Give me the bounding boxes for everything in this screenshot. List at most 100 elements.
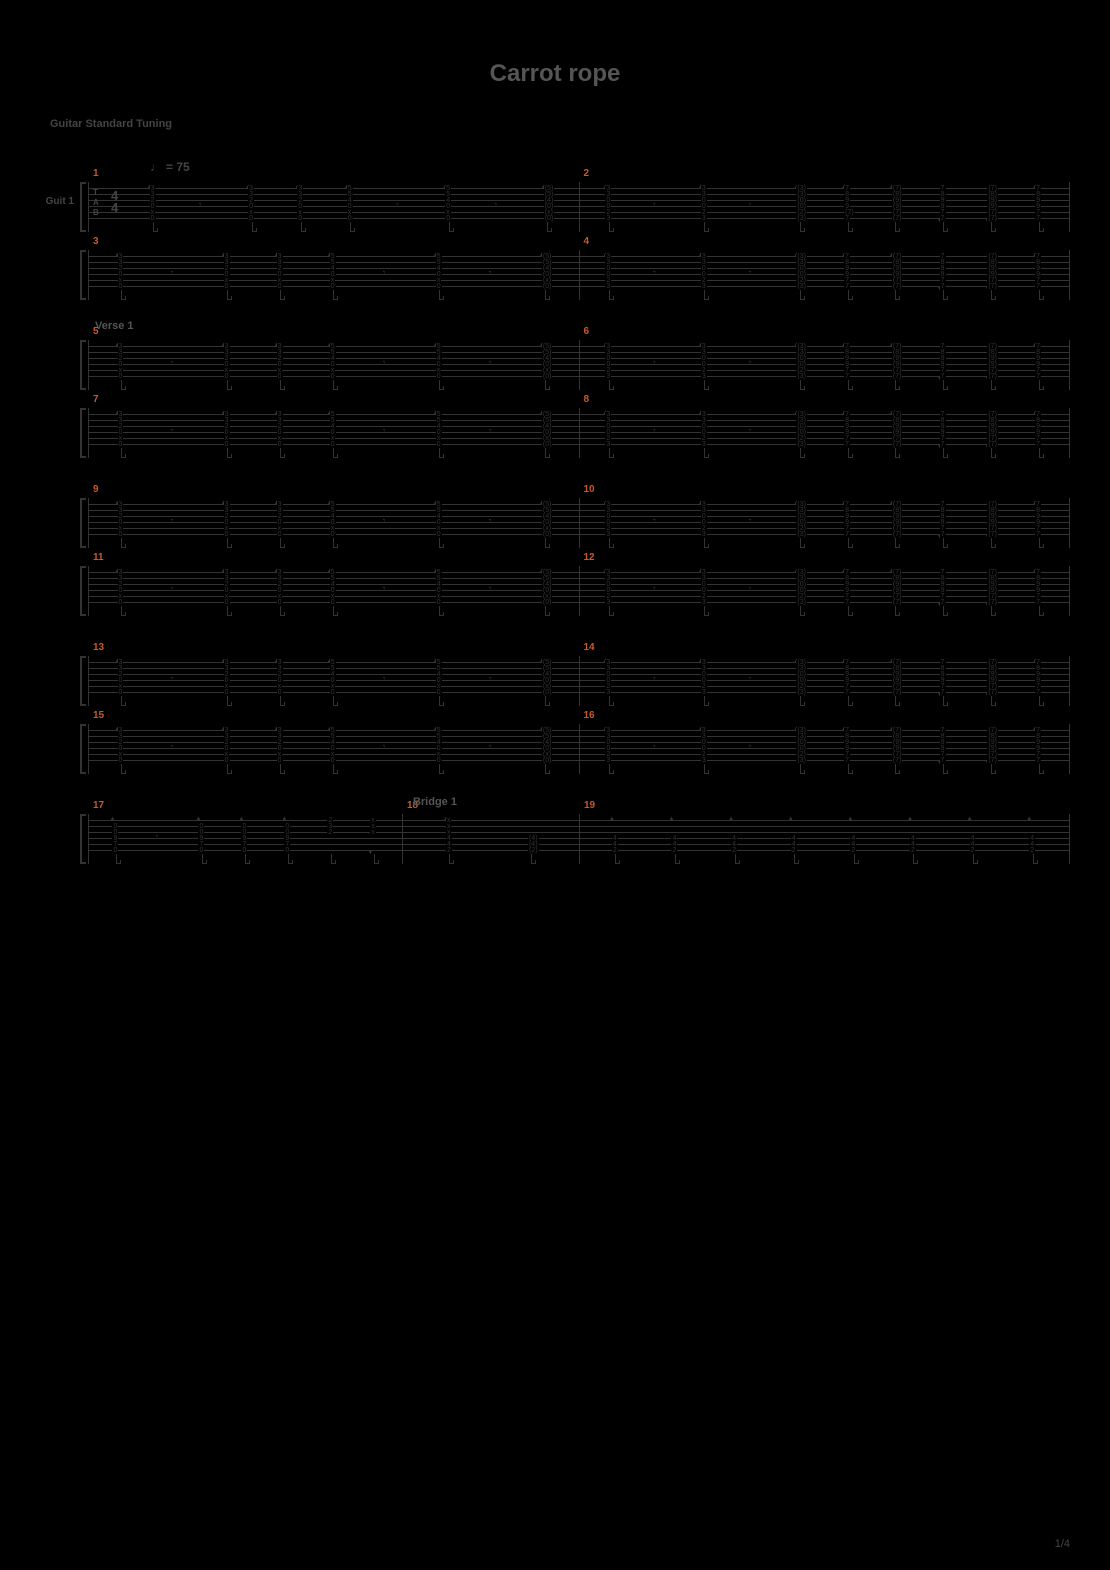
tab-chord: ▲(3)(3)(0)(0)(2)(3) <box>796 254 804 290</box>
tab-chord: ▲3320x0 <box>150 186 158 222</box>
notes-container: ▲330023𝄾▲330023𝄾▲(3)(3)(0)(0)(2)(3)▲7899… <box>580 570 1070 606</box>
tab-chord: 𝄾 <box>489 344 497 380</box>
tab-system: 3▲3320x0𝄾▲3320x0▲3320x0▲5540x0𝄾▲5540x0𝄾▲… <box>40 250 1070 300</box>
beam-area <box>580 606 1070 618</box>
tab-chord: 𝄾 <box>653 412 661 448</box>
tab-chord: ▲3320x0 <box>277 344 285 380</box>
tab-chord: ▲5540x0 <box>330 728 338 764</box>
tab-chord: ▲(3)(3)(0)(0)(2)(3) <box>796 570 804 606</box>
tab-chord: ▲789977 <box>1035 412 1043 448</box>
notes-container: ▲330023𝄾▲330023𝄾▲(3)(3)(0)(0)(2)(3)▲7899… <box>580 412 1070 448</box>
tab-chord: ▲(5)(5)(4)(0)(x)(0) <box>542 660 550 696</box>
track-label <box>40 724 80 774</box>
beam-area <box>89 696 579 708</box>
measure: 3▲3320x0𝄾▲3320x0▲3320x0▲5540x0𝄾▲5540x0𝄾▲… <box>88 250 580 300</box>
tab-chord: ▼789977 <box>940 254 948 290</box>
tab-chord: 𝄾 <box>489 660 497 696</box>
tab-chord: 𝄾 <box>171 412 179 448</box>
beam-area <box>89 290 579 302</box>
tab-system: 5▲3320x0𝄾▲3320x0▲3320x0▲5540x0𝄾▲5540x0𝄾▲… <box>40 340 1070 390</box>
tab-chord: ▲442 <box>970 818 978 854</box>
notes-container: ▲3320x0𝄾▲3320x0▲3320x0▲5540x0𝄾▲5540x0𝄾▲(… <box>89 728 579 764</box>
tab-chord: ▼(7)(8)(9)(9)(7)(7) <box>987 412 995 448</box>
fret-number: x <box>370 830 376 836</box>
tab-chord: 𝄾 <box>199 186 207 222</box>
tab-chord: ▲5540x0 <box>330 254 338 290</box>
tab-chord: 𝄾 <box>749 660 757 696</box>
tab-chord: ▲3320x0 <box>224 660 232 696</box>
tab-chord: ▲5540x0 <box>436 344 444 380</box>
tab-chord: ▲(7)(8)(9)(9)(7)(7) <box>892 502 900 538</box>
tempo-marking: = 75 <box>150 160 1070 174</box>
tab-chord: 𝄾 <box>489 728 497 764</box>
tab-chord: ▲789977 <box>844 660 852 696</box>
tab-chord: 𝄾 <box>383 502 391 538</box>
tab-chord: ▲00970 <box>198 818 206 854</box>
notes-container: ▲3320x0𝄾▲3320x0▲3320x0▲5540x0𝄾▲5540x0𝄾▲(… <box>89 502 579 538</box>
beam-area <box>580 538 1070 550</box>
section-label: Verse 1 <box>95 320 1070 332</box>
beam-area <box>89 606 579 618</box>
measure: 2▲330023𝄾▲330023𝄾▲(3)(3)(0)(0)(2)(3)▲789… <box>580 182 1071 232</box>
tab-chord: ▲(5)(5)(4)(0)(x)(0) <box>542 254 550 290</box>
tab-chord: ▲789977 <box>844 728 852 764</box>
measure-number: 9 <box>93 484 99 495</box>
tab-chord: ▲789977 <box>844 254 852 290</box>
tab-chord: ▲442 <box>612 818 620 854</box>
track-label <box>40 340 80 390</box>
tab-chord: ▲789977 <box>1035 728 1043 764</box>
tab-chord: 𝄾 <box>383 344 391 380</box>
notes-container: ▲3320x0𝄾▲3320x0▲3320x0▲5540x0𝄾▲5540x0𝄾▲(… <box>89 570 579 606</box>
measure: 9▲3320x0𝄾▲3320x0▲3320x0▲5540x0𝄾▲5540x0𝄾▲… <box>88 498 580 548</box>
tab-chord: ▼(7)(8)(9)(9)(7)(7) <box>987 344 995 380</box>
tuning-label: Guitar Standard Tuning <box>50 118 1070 130</box>
tab-chord: 𝄾 <box>653 186 661 222</box>
tab-chord: ▲442 <box>671 818 679 854</box>
tab-chord: ▲789977 <box>1035 660 1043 696</box>
tab-chord: ▼789977 <box>940 570 948 606</box>
tab-chord: ▲(7)(8)(9)(9)(7)(7) <box>892 344 900 380</box>
tab-chord: 𝄾 <box>171 254 179 290</box>
measure: 10▲330023𝄾▲330023𝄾▲(3)(3)(0)(0)(2)(3)▲78… <box>580 498 1071 548</box>
notes-container: ▲330023𝄾▲330023𝄾▲(3)(3)(0)(0)(2)(3)▲7899… <box>580 728 1070 764</box>
tab-chord: ▲330023 <box>605 344 613 380</box>
tab-chord: ▲789977 <box>1035 254 1043 290</box>
system-bracket <box>80 566 86 616</box>
tab-chord: ▲3320x0 <box>224 254 232 290</box>
beam-area <box>89 538 579 550</box>
tab-chord: ▲00970 <box>112 818 120 854</box>
tab-chord: ▲3320x0 <box>277 254 285 290</box>
measure-number: 4 <box>584 236 590 247</box>
system-bracket <box>80 250 86 300</box>
tab-chord: ▲330023 <box>605 570 613 606</box>
measure: 1TAB44▲3320x0𝄾▲3320x0▲3320x0▲5540x0𝄾▲554… <box>88 182 580 232</box>
measure: 4▲330023𝄾▲330023𝄾▲(3)(3)(0)(0)(2)(3)▲789… <box>580 250 1071 300</box>
tab-chord: ▲789977 <box>844 344 852 380</box>
tab-chord: ▲(3)(3)(0)(0)(2)(3) <box>796 502 804 538</box>
measure: 15▲3320x0𝄾▲3320x0▲3320x0▲5540x0𝄾▲5540x0𝄾… <box>88 724 580 774</box>
system-bracket <box>80 408 86 458</box>
tab-chord: ▲789977 <box>844 502 852 538</box>
tab-chord: ▲(7)(8)(9)(9)(7)(7) <box>892 570 900 606</box>
tab-chord: ▲789977 <box>1035 570 1043 606</box>
tab-chord: ▲(5)(5)(4)(0)(x)(0) <box>542 502 550 538</box>
tab-chord: ▼789977 <box>940 344 948 380</box>
tab-chord: ▼(7)(8)(9)(9)(7)(7) <box>987 570 995 606</box>
tab-chord: ▲330023 <box>701 570 709 606</box>
beam-area <box>580 222 1070 234</box>
tab-chord: ▲5540x0 <box>330 412 338 448</box>
tab-chord: ▲(7)(8)(9)(9)(7)(7) <box>892 660 900 696</box>
notes-container: ▲xxx442(4)(4)(2) <box>403 818 579 854</box>
tab-system: 7▲3320x0𝄾▲3320x0▲3320x0▲5540x0𝄾▲5540x0𝄾▲… <box>40 408 1070 458</box>
tab-chord: ▼(7)(8)(9)(9)(7)(7) <box>987 660 995 696</box>
tab-chord: ▼789977 <box>940 728 948 764</box>
tab-chord: ▲5540x0 <box>436 728 444 764</box>
measure: 14▲330023𝄾▲330023𝄾▲(3)(3)(0)(0)(2)(3)▲78… <box>580 656 1071 706</box>
measure-number: 7 <box>93 394 99 405</box>
track-label <box>40 814 80 864</box>
measure-number: 13 <box>93 642 104 653</box>
fret-number: 2 <box>327 830 333 836</box>
tab-chord: ▲(5)(5)(4)(0)(x)(0) <box>542 412 550 448</box>
tab-system: Guit 11TAB44▲3320x0𝄾▲3320x0▲3320x0▲5540x… <box>40 182 1070 232</box>
notes-container: ▲00970𝄾▲00970▲00970▲00970232▼xxx <box>89 818 402 854</box>
